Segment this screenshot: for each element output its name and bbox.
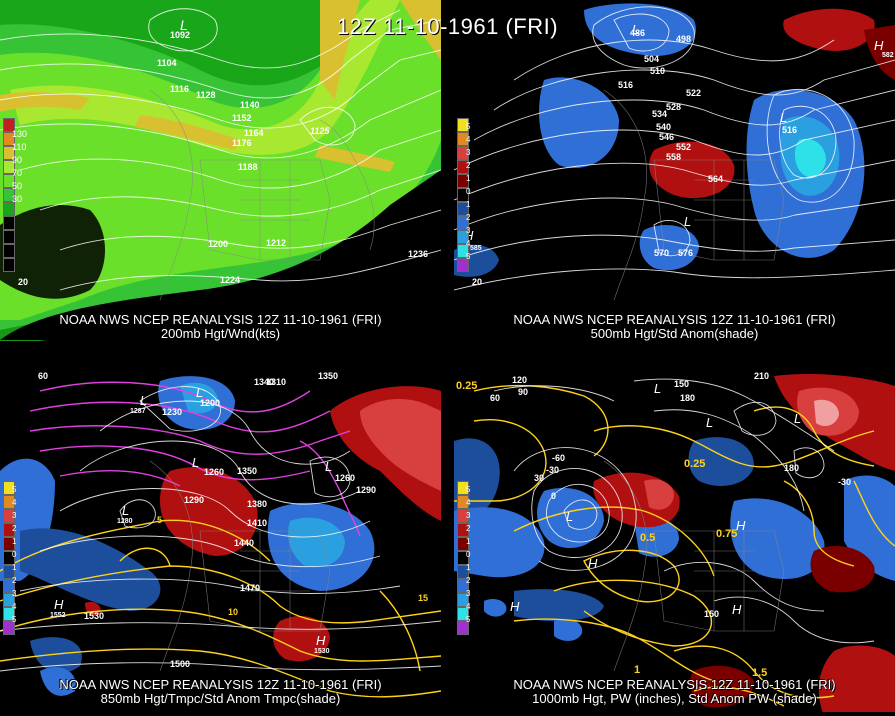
anomaly-positive [649, 141, 735, 199]
legend-labels-850mb: 5 4 3 2 1 0 1 2 3 4 5 [12, 485, 17, 624]
legend-850mb [3, 481, 15, 635]
panel-500mb: 5 4 3 2 1 0 1 2 3 4 5 486 498 504 510 51… [454, 0, 895, 341]
height-contours [493, 378, 875, 644]
pw-contours [454, 384, 895, 707]
height-contours [454, 6, 895, 291]
map-850mb [0, 371, 441, 712]
panel-1000mb: 5 4 3 2 1 0 1 2 3 4 5 0.25 120 90 60 30 … [454, 371, 895, 712]
height-contours [0, 8, 441, 291]
legend-200mb [3, 118, 15, 272]
caption-500mb: NOAA NWS NCEP REANALYSIS 12Z 11-10-1961 … [513, 312, 836, 341]
panel-850mb: 5 4 3 2 1 0 1 2 3 4 5 1350 1340 1310 128… [0, 371, 441, 712]
coastlines [149, 460, 331, 672]
legend-500mb [457, 118, 469, 272]
caption-200mb: NOAA NWS NCEP REANALYSIS 12Z 11-10-1961 … [59, 312, 382, 341]
map-200mb [0, 0, 441, 341]
panel-200mb: 130 110 90 70 50 30 1092 1104 1116 1128 … [0, 0, 441, 341]
coastlines [603, 460, 785, 672]
caption-850mb: NOAA NWS NCEP REANALYSIS 12Z 11-10-1961 … [59, 677, 382, 706]
caption-1000mb: NOAA NWS NCEP REANALYSIS 12Z 11-10-1961 … [513, 677, 836, 706]
legend-labels-200mb: 130 110 90 70 50 30 [12, 129, 28, 204]
coastlines [603, 89, 785, 301]
negative-temp-contours [29, 381, 361, 537]
legend-labels-500mb: 5 4 3 2 1 0 1 2 3 4 5 [466, 122, 471, 261]
legend-labels-1000mb: 5 4 3 2 1 0 1 2 3 4 5 [466, 485, 471, 624]
main-title: 12Z 11-10-1961 (FRI) [336, 14, 559, 39]
height-contours [0, 386, 441, 672]
anomaly-positive [160, 467, 258, 556]
coastlines [149, 89, 375, 301]
legend-1000mb [457, 481, 469, 635]
map-1000mb [454, 371, 895, 712]
map-500mb [454, 0, 895, 341]
